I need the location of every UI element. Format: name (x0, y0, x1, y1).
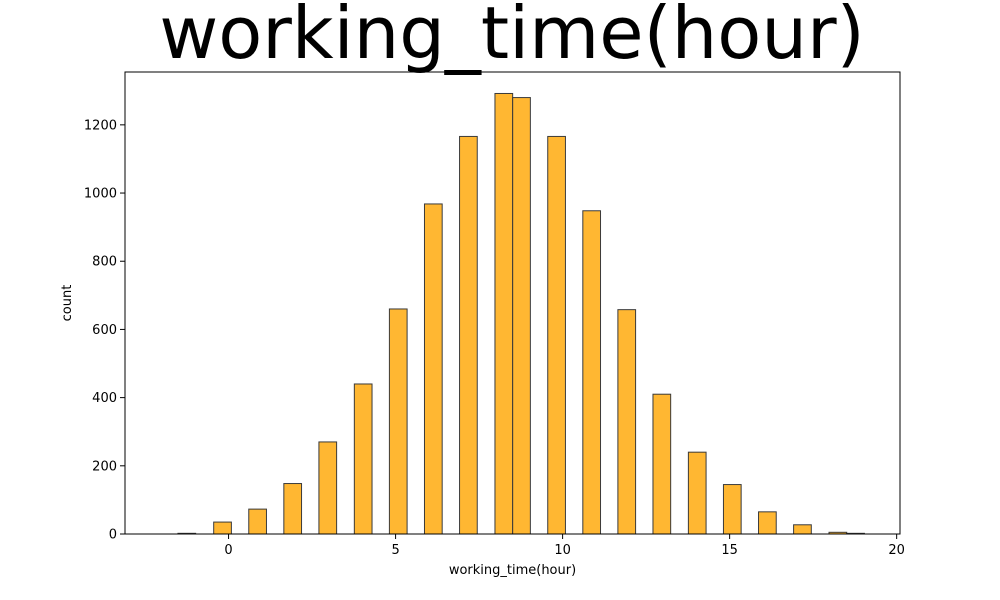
histogram-bar (318, 441, 338, 535)
y-tick-label: 1000 (84, 187, 117, 202)
histogram-bar (722, 484, 742, 535)
y-axis-ticks: 0 200 400 600 800 1000 1200 (84, 118, 125, 543)
histogram-bar (283, 483, 303, 535)
y-tick-label: 400 (92, 391, 117, 406)
y-tick-label: 1200 (84, 118, 117, 133)
x-axis-label: working_time(hour) (449, 563, 576, 578)
histogram-bar (213, 521, 232, 535)
histogram-bar (758, 511, 777, 535)
x-axis-ticks: 0 5 10 15 20 (224, 534, 905, 558)
x-tick-label: 20 (888, 543, 905, 558)
x-tick-label: 10 (554, 543, 571, 558)
histogram-bar (423, 203, 443, 535)
histogram-bar (512, 97, 531, 535)
histogram-bar (388, 308, 408, 535)
histogram-bar (248, 508, 267, 535)
histogram-bar (652, 393, 672, 535)
histogram-bar (459, 135, 478, 535)
y-tick-label: 800 (92, 255, 117, 270)
histogram-bar (353, 383, 373, 535)
y-tick-label: 0 (109, 528, 117, 543)
y-tick-label: 600 (92, 323, 117, 338)
histogram-bar (582, 210, 602, 535)
plot-frame (124, 71, 901, 535)
x-tick-label: 5 (391, 543, 399, 558)
y-tick-label: 200 (92, 459, 117, 474)
x-tick-label: 0 (224, 543, 232, 558)
histogram-bar (617, 309, 637, 535)
histogram-bar (687, 451, 707, 535)
y-axis-label: count (60, 285, 75, 322)
histogram-bar (494, 92, 514, 535)
chart-title: working_time(hour) (159, 0, 864, 75)
x-tick-label: 15 (721, 543, 738, 558)
histogram-bar (793, 524, 812, 535)
histogram-bar (547, 135, 566, 535)
bars-group (177, 92, 865, 535)
